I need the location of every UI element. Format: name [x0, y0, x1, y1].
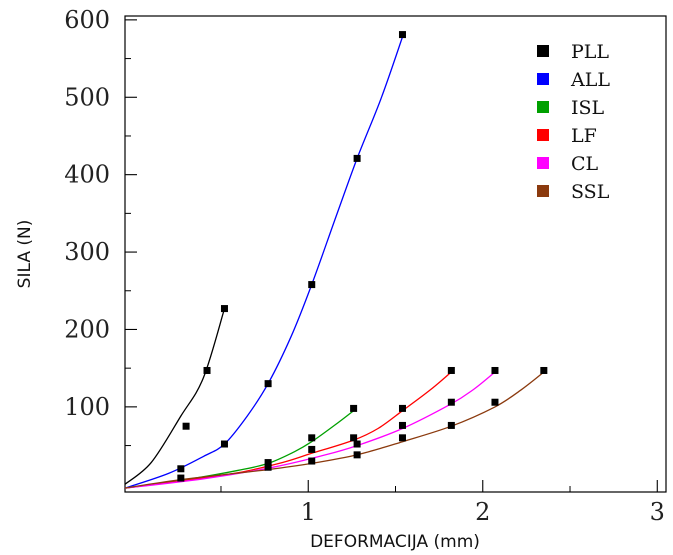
marker-all [308, 281, 316, 289]
curve-all [124, 36, 404, 489]
marker-all [220, 440, 228, 448]
marker-lf [308, 445, 316, 453]
marker-cl [353, 440, 361, 448]
legend-swatch-ssl [537, 185, 549, 197]
legend-label-ssl: SSL [571, 181, 610, 203]
marker-cl [491, 366, 499, 374]
marker-isl [264, 459, 272, 467]
tick-labels: 100 200 300 400 500 600 1 2 3 [64, 6, 665, 526]
legend-label-cl: CL [571, 153, 599, 175]
marker-ssl [177, 474, 185, 482]
marker-ssl [491, 398, 499, 406]
marker-isl [308, 434, 316, 442]
marker-ssl [353, 451, 361, 459]
minor-ticks [125, 58, 571, 492]
x-tick-label: 2 [475, 498, 490, 526]
legend-swatch-isl [537, 101, 549, 113]
y-tick-label: 300 [64, 238, 110, 266]
marker-ssl [264, 463, 272, 471]
marker-pll [182, 422, 190, 430]
marker-ssl [540, 366, 548, 374]
y-tick-label: 100 [64, 393, 110, 421]
marker-lf [350, 434, 358, 442]
marker-pll [203, 366, 211, 374]
marker-cl [447, 398, 455, 406]
legend-swatch-all [537, 73, 549, 85]
legend: PLL ALL ISL LF CL SSL [537, 41, 610, 203]
marker-isl [350, 404, 358, 412]
y-axis-title: SILA (N) [15, 220, 35, 289]
major-ticks [125, 19, 658, 492]
series-curves [124, 36, 545, 489]
legend-label-pll: PLL [571, 41, 609, 63]
marker-ssl [447, 421, 455, 429]
marker-all [398, 31, 406, 39]
x-tick-label: 3 [650, 498, 665, 526]
legend-swatch-pll [537, 45, 549, 57]
legend-label-lf: LF [571, 125, 597, 147]
marker-lf [447, 366, 455, 374]
legend-label-all: ALL [570, 69, 610, 91]
curve-ssl [124, 371, 545, 489]
legend-swatch-lf [537, 129, 549, 141]
x-tick-label: 1 [301, 498, 316, 526]
data-markers [177, 31, 548, 482]
marker-ssl [398, 434, 406, 442]
marker-all [264, 380, 272, 388]
y-tick-label: 600 [64, 6, 110, 34]
legend-label-isl: ISL [571, 97, 605, 119]
curve-lf [124, 371, 452, 489]
y-tick-label: 200 [64, 315, 110, 343]
marker-cl [398, 421, 406, 429]
marker-pll [177, 465, 185, 473]
marker-pll [220, 305, 228, 313]
x-axis-title: DEFORMACIJA (mm) [310, 532, 480, 552]
marker-all [353, 154, 361, 162]
marker-ssl [308, 457, 316, 465]
y-tick-label: 400 [64, 161, 110, 189]
marker-lf [398, 404, 406, 412]
y-tick-label: 500 [64, 83, 110, 111]
curve-pll [124, 308, 226, 485]
legend-swatch-cl [537, 157, 549, 169]
